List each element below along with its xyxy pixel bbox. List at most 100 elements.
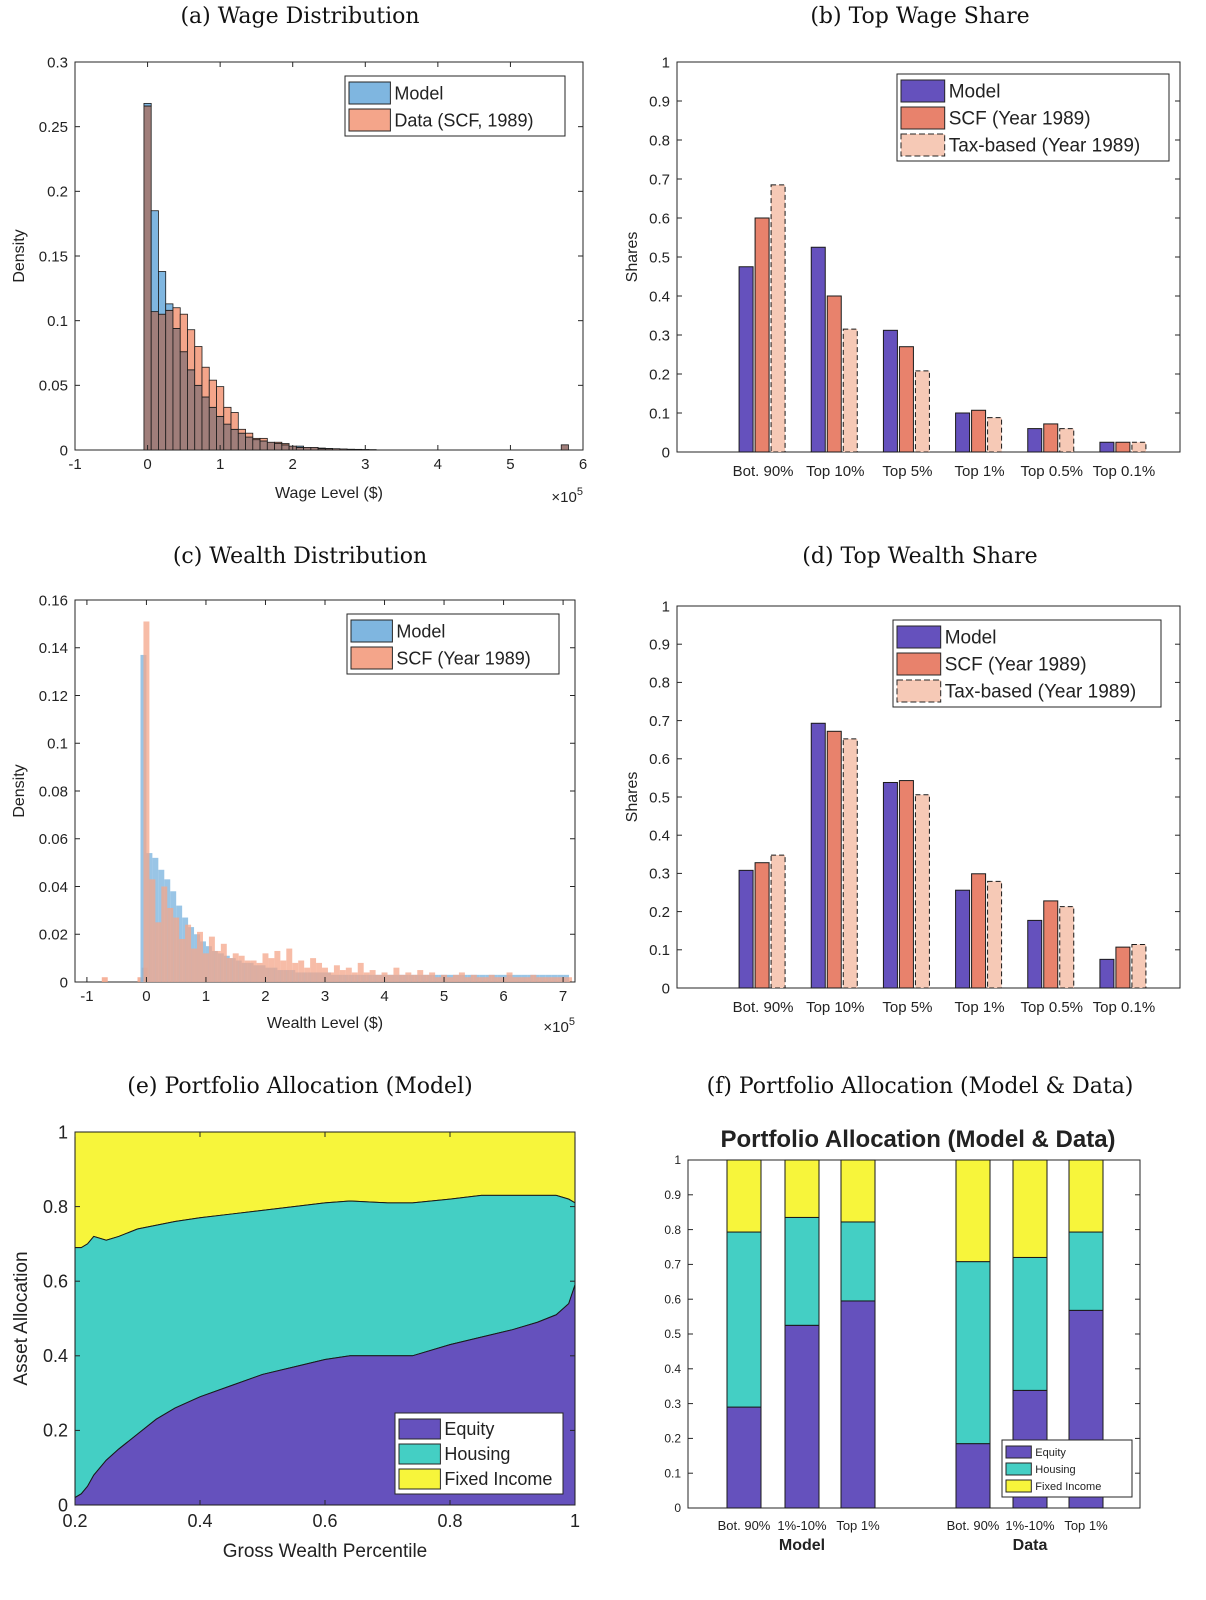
hist-bar-overlap (237, 432, 246, 451)
wealth-hist-bar-scf (286, 948, 293, 982)
chart-top-wage-share-bar (842, 328, 858, 453)
hist-bar (150, 210, 159, 313)
chart-top-wealth-share-ytick-label: 0.9 (649, 636, 670, 653)
caption-d: (d) Top Wealth Share (802, 544, 1038, 569)
hist-bar (172, 307, 181, 329)
chart-top-wage-share-bar (1099, 441, 1115, 453)
wage-xtick-label: 1 (216, 456, 224, 473)
wealth-hist-bar-scf (310, 958, 317, 982)
chart-top-wage-share-ytick-label: 0 (662, 444, 670, 461)
chart-top-wealth-share-ytick-label: 0.3 (649, 866, 670, 883)
chart-top-wealth-share-legend-label: SCF (Year 1989) (945, 654, 1087, 675)
chart-top-wage-share-legend-swatch (900, 79, 946, 103)
hist-bar-overlap (150, 311, 159, 451)
wealth-hist-bar-scf (161, 886, 168, 982)
chart-top-wage-share-ytick-label: 0.8 (649, 132, 670, 149)
chart-top-wealth-share-bar (1099, 958, 1115, 989)
chart-wealth-distribution: 0 0.02 0.04 0.06 0.08 0.1 0.12 0.14 0.16 -1 0 1 2 3 4 5… (11, 592, 576, 1036)
portfolio-xtick-label: 1%-10% (777, 1518, 827, 1533)
wage-xtick-label: 5 (506, 456, 514, 473)
alloc-legend-swatch (398, 1468, 441, 1490)
wage-xtick-label: 6 (579, 456, 587, 473)
hist-bar (274, 441, 283, 444)
portfolio-ytick-label: 0.1 (664, 1466, 681, 1480)
hist-bar (281, 443, 290, 446)
wealth-legend-swatch (350, 619, 393, 643)
wage-ytick-label: 0.15 (39, 248, 68, 265)
wealth-ylabel: Density (11, 764, 28, 817)
alloc-xtick-label: 0.6 (312, 1511, 337, 1531)
chart-top-wage-share-bar (914, 370, 930, 453)
wealth-hist-bar-scf (339, 970, 346, 982)
chart-top-wage-share-legend-label: Model (949, 81, 1001, 102)
hist-bar-overlap (252, 439, 261, 451)
portfolio-ytick-label: 0.5 (664, 1327, 681, 1341)
portfolio-ytick-label: 0.3 (664, 1397, 681, 1411)
chart-top-wage-share-ytick-label: 0.6 (649, 210, 670, 227)
wealth-hist-bar-scf (447, 977, 453, 982)
chart-top-wealth-share-bar (955, 889, 971, 989)
hist-bar (158, 271, 167, 315)
wealth-hist-bar-scf (411, 974, 418, 982)
portfolio-xtick-label: Bot. 90% (718, 1518, 771, 1533)
hist-bar-overlap (165, 309, 174, 451)
wealth-hist-bar-scf (566, 977, 573, 982)
chart-top-wage-share-ytick-label: 0.2 (649, 366, 670, 383)
chart-top-wealth-share-bar (738, 869, 754, 989)
wealth-hist-bar-scf (476, 977, 483, 982)
wealth-hist-bar-scf (423, 974, 430, 982)
caption-a: (a) Wage Distribution (180, 4, 420, 29)
portfolio-ytick-label: 0.7 (664, 1258, 681, 1272)
hist-bar (259, 437, 268, 442)
wealth-hist-bar-scf (387, 974, 394, 982)
wage-ytick-label: 0.3 (47, 54, 68, 71)
wealth-hist-bar-model (152, 857, 159, 982)
chart-top-wealth-share-ytick-label: 0.8 (649, 675, 670, 692)
stacked-bar-segment (784, 1324, 820, 1509)
portfolio-legend-swatch (1005, 1445, 1032, 1459)
hist-bar-overlap (353, 448, 363, 451)
stacked-bar-segment (726, 1406, 762, 1509)
chart-top-wage-share-bar (738, 266, 754, 453)
portfolio-xtick-label: Bot. 90% (947, 1518, 1000, 1533)
hist-bar (223, 406, 232, 425)
wealth-hist-bar-scf (464, 977, 471, 982)
chart-top-wage-share-ytick-label: 1 (662, 54, 670, 71)
hist-bar-overlap (303, 447, 312, 451)
wealth-hist-bar-scf (250, 960, 257, 982)
stacked-bar-segment (840, 1221, 876, 1302)
hist-bar (230, 412, 239, 430)
wealth-hist-bar-scf (155, 922, 162, 982)
wealth-xtick-label: 4 (380, 988, 388, 1005)
portfolio-ytick-label: 0.6 (664, 1292, 681, 1306)
chart-top-wage-share-bar (898, 346, 914, 453)
wage-legend-swatch (348, 108, 391, 132)
chart-top-wealth-share-ytick-label: 1 (662, 598, 670, 615)
wealth-hist-bar-scf (268, 958, 275, 982)
chart-top-wage-share-bar (1059, 428, 1075, 453)
chart-top-wage-share-bar (1043, 423, 1059, 453)
wage-ytick-label: 0 (60, 442, 68, 459)
hist-bar-overlap (158, 313, 167, 451)
wealth-hist-bar-scf (351, 972, 358, 982)
wealth-hist-bar-scf (280, 960, 287, 982)
portfolio-xtick-label: 1%-10% (1005, 1518, 1055, 1533)
wage-ytick-label: 0.2 (47, 184, 68, 201)
alloc-legend-label: Fixed Income (444, 1469, 552, 1489)
chart-top-wealth-share-ytick-label: 0.5 (649, 789, 670, 806)
hist-bar (252, 437, 261, 441)
chart-top-wealth-share-bar (1043, 900, 1059, 989)
hist-bar (187, 329, 196, 371)
chart-top-wage-share-legend-swatch (900, 133, 946, 157)
alloc-ytick-label: 0.8 (43, 1197, 68, 1217)
hist-bar-overlap (274, 443, 283, 451)
wage-legend-swatch (348, 81, 391, 105)
stacked-bar-segment (840, 1159, 876, 1223)
chart-top-wealth-share-legend-swatch (896, 625, 942, 649)
hist-bar (143, 102, 152, 107)
wealth-hist-bar-scf (429, 972, 436, 982)
hist-bar-overlap (208, 406, 217, 451)
chart-top-wealth-share-xtick-label: Top 5% (882, 999, 932, 1016)
alloc-ytick-label: 0.2 (43, 1421, 68, 1441)
wealth-hist-bar-scf (393, 967, 400, 982)
